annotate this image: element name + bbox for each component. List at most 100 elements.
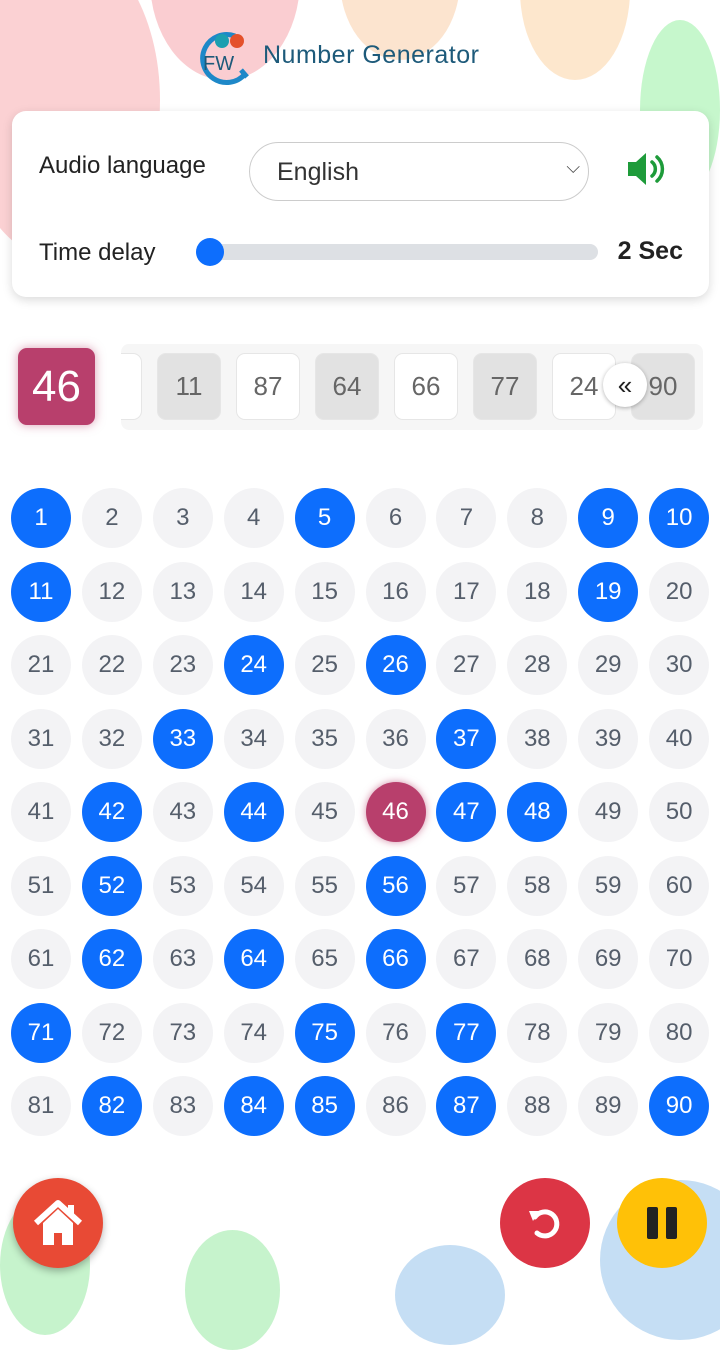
history-chip: 4 bbox=[121, 353, 142, 420]
history-chip: 11 bbox=[157, 353, 221, 420]
pause-button[interactable] bbox=[617, 1178, 707, 1268]
board-cell-called: 26 bbox=[365, 635, 426, 695]
board-cell: 6 bbox=[365, 488, 426, 548]
board-cell-called: 66 bbox=[365, 929, 426, 989]
board-cell: 15 bbox=[294, 561, 355, 622]
board-cell: 36 bbox=[365, 708, 426, 769]
board-cell-called: 11 bbox=[11, 561, 71, 622]
board-cell: 16 bbox=[365, 561, 426, 622]
logo-icon: FW bbox=[195, 24, 257, 86]
history-chip: 87 bbox=[236, 353, 300, 420]
board-cell: 29 bbox=[578, 635, 639, 695]
board-cell: 51 bbox=[11, 855, 71, 916]
board-cell: 81 bbox=[11, 1076, 71, 1136]
board-cell: 70 bbox=[649, 929, 710, 989]
language-select[interactable]: English ⌵ bbox=[249, 142, 589, 201]
board-cell: 20 bbox=[649, 561, 710, 622]
board-cell: 14 bbox=[223, 561, 284, 622]
board-cell-called: 37 bbox=[436, 708, 497, 769]
board-cell-called: 90 bbox=[649, 1076, 710, 1136]
board-cell: 38 bbox=[507, 708, 568, 769]
reset-icon bbox=[529, 1209, 560, 1239]
board-cell: 23 bbox=[152, 635, 213, 695]
board-cell: 22 bbox=[81, 635, 142, 695]
history-chip: 66 bbox=[394, 353, 458, 420]
board-cell: 49 bbox=[578, 782, 639, 842]
board-cell: 67 bbox=[436, 929, 497, 989]
board-cell: 41 bbox=[11, 782, 71, 842]
board-cell: 18 bbox=[507, 561, 568, 622]
board-cell: 31 bbox=[11, 708, 71, 769]
board-cell: 61 bbox=[11, 929, 71, 989]
board-cell: 4 bbox=[223, 488, 284, 548]
board-cell: 69 bbox=[578, 929, 639, 989]
board-cell: 7 bbox=[436, 488, 497, 548]
board-cell-called: 24 bbox=[223, 635, 284, 695]
board-cell-called: 87 bbox=[436, 1076, 497, 1136]
bg-shape bbox=[395, 1245, 505, 1345]
settings-card: Audio language English ⌵ Time delay 2 Sec bbox=[12, 111, 709, 297]
board-cell: 58 bbox=[507, 855, 568, 916]
chevrons-left-icon[interactable]: « bbox=[603, 363, 647, 407]
audio-language-label: Audio language bbox=[39, 152, 206, 179]
board-cell: 83 bbox=[152, 1076, 213, 1136]
board-cell-called: 44 bbox=[223, 782, 284, 842]
board-cell: 3 bbox=[152, 488, 213, 548]
home-button[interactable] bbox=[13, 1178, 103, 1268]
board-cell: 88 bbox=[507, 1076, 568, 1136]
board-cell-called: 33 bbox=[152, 708, 213, 769]
board-cell: 53 bbox=[152, 855, 213, 916]
bg-shape bbox=[520, 0, 630, 80]
board-cell: 28 bbox=[507, 635, 568, 695]
board-cell-called: 62 bbox=[81, 929, 142, 989]
time-delay-label: Time delay bbox=[39, 239, 156, 266]
board-cell-called: 10 bbox=[649, 488, 710, 548]
board-cell-called: 64 bbox=[223, 929, 284, 989]
board-cell: 32 bbox=[81, 708, 142, 769]
delay-slider-thumb[interactable] bbox=[196, 238, 224, 266]
board-cell-called: 75 bbox=[294, 1002, 355, 1063]
home-icon bbox=[33, 1200, 83, 1245]
board-cell: 86 bbox=[365, 1076, 426, 1136]
board-cell-called: 47 bbox=[436, 782, 497, 842]
board-cell-called: 52 bbox=[81, 855, 142, 916]
history-chip: 77 bbox=[473, 353, 537, 420]
board-cell-called: 82 bbox=[81, 1076, 142, 1136]
delay-slider[interactable] bbox=[208, 244, 598, 260]
board-cell: 8 bbox=[507, 488, 568, 548]
board-cell-called: 1 bbox=[11, 488, 71, 548]
board-cell: 63 bbox=[152, 929, 213, 989]
board-cell: 74 bbox=[223, 1002, 284, 1063]
board-cell-called: 19 bbox=[578, 561, 639, 622]
board-cell: 34 bbox=[223, 708, 284, 769]
board-cell: 79 bbox=[578, 1002, 639, 1063]
board-cell-called: 85 bbox=[294, 1076, 355, 1136]
svg-text:FW: FW bbox=[203, 53, 234, 75]
board-cell-called: 48 bbox=[507, 782, 568, 842]
board-cell: 2 bbox=[81, 488, 142, 548]
board-cell-called: 71 bbox=[11, 1002, 71, 1063]
app-logo: FW Number Generator bbox=[195, 24, 479, 86]
board-cell: 68 bbox=[507, 929, 568, 989]
board-cell: 45 bbox=[294, 782, 355, 842]
reset-button[interactable] bbox=[500, 1178, 590, 1268]
volume-up-icon[interactable] bbox=[626, 149, 670, 194]
board-cell: 89 bbox=[578, 1076, 639, 1136]
board-cell: 54 bbox=[223, 855, 284, 916]
bg-shape bbox=[185, 1230, 280, 1350]
board-cell: 72 bbox=[81, 1002, 142, 1063]
board-cell: 40 bbox=[649, 708, 710, 769]
board-cell: 27 bbox=[436, 635, 497, 695]
board-cell: 73 bbox=[152, 1002, 213, 1063]
board-cell-called: 77 bbox=[436, 1002, 497, 1063]
board-cell: 80 bbox=[649, 1002, 710, 1063]
current-number: 46 bbox=[18, 348, 95, 425]
board-cell: 25 bbox=[294, 635, 355, 695]
board-cell-called: 5 bbox=[294, 488, 355, 548]
history-chip: 64 bbox=[315, 353, 379, 420]
board-cell: 17 bbox=[436, 561, 497, 622]
board-cell: 12 bbox=[81, 561, 142, 622]
board-cell: 50 bbox=[649, 782, 710, 842]
board-cell: 57 bbox=[436, 855, 497, 916]
board-cell: 65 bbox=[294, 929, 355, 989]
